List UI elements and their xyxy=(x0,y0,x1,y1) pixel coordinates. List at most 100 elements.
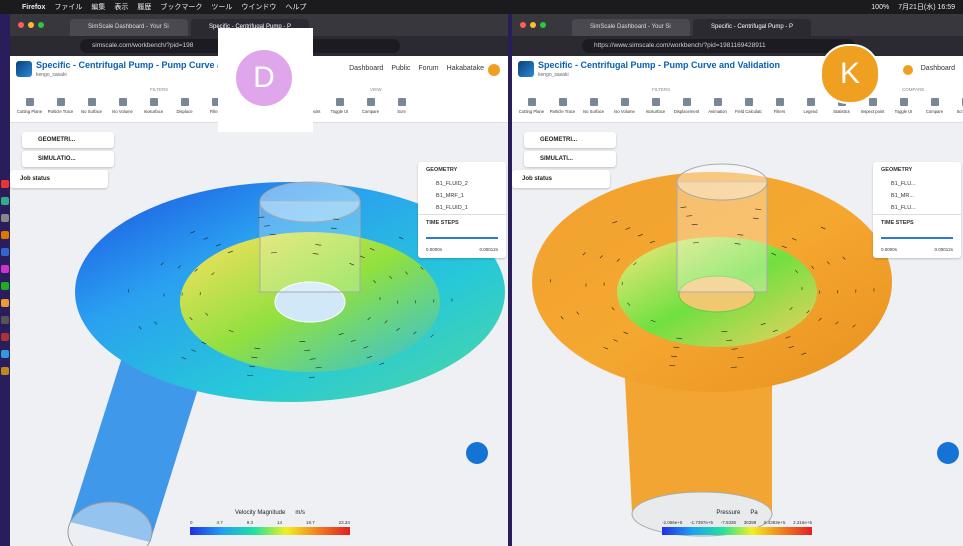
window-button[interactable] xyxy=(18,22,24,28)
panel-heading[interactable]: TIME STEPS xyxy=(873,214,961,231)
tool-button[interactable]: Statistics xyxy=(828,98,855,114)
tool-button[interactable]: Compare xyxy=(921,98,948,114)
dock-icon[interactable] xyxy=(1,197,9,205)
dock-icon[interactable] xyxy=(1,316,9,324)
menu-item[interactable]: 編集 xyxy=(91,4,106,11)
flow-arrow xyxy=(138,326,142,330)
tool-button[interactable]: Cutting Plane xyxy=(518,98,545,114)
tool-button[interactable]: Compare xyxy=(357,98,384,114)
job-status[interactable]: Job status xyxy=(10,170,108,188)
tool-button[interactable]: Screensh xyxy=(952,98,963,114)
model-view[interactable] xyxy=(10,122,508,546)
tool-button[interactable]: Inspect point xyxy=(859,98,886,114)
tool-button[interactable]: Particle Trace xyxy=(47,98,74,114)
legend-field[interactable]: Velocity Magnitude xyxy=(234,510,286,516)
tool-button[interactable]: Iso Surface xyxy=(580,98,607,114)
menu-item[interactable]: ファイル xyxy=(54,4,83,11)
geometry-item[interactable]: B1_MRF_1 xyxy=(436,193,464,199)
legend-unit[interactable]: m/s xyxy=(295,510,306,516)
tree-item[interactable]: GEOMETRI... xyxy=(22,132,114,148)
model-view[interactable] xyxy=(512,122,963,546)
group-label: COMPARE xyxy=(902,87,925,92)
project-title[interactable]: Specific - Centrifugal Pump - Pump Curve… xyxy=(538,60,781,70)
tool-button[interactable]: Displacement xyxy=(673,98,700,114)
tool-button[interactable]: Isosurface xyxy=(642,98,669,114)
tool-button[interactable]: Filters xyxy=(766,98,793,114)
author[interactable]: kengo_sasaki xyxy=(538,72,569,78)
user-name[interactable]: Hakabatake xyxy=(446,65,484,72)
tool-button[interactable]: Toggle UI xyxy=(326,98,353,114)
menu-item[interactable]: 履歴 xyxy=(137,4,152,11)
dock-icon[interactable] xyxy=(1,282,9,290)
legend-unit[interactable]: Pa xyxy=(750,510,758,516)
tool-button[interactable]: Field Calculator xyxy=(735,98,762,114)
window-button[interactable] xyxy=(530,22,536,28)
legend-ticks: 0 4.7 9.3 14 18.7 23.34 xyxy=(190,520,350,525)
tree-item[interactable]: GEOMETRI... xyxy=(524,132,616,148)
dock-icon[interactable] xyxy=(1,214,9,222)
panel-heading[interactable]: GEOMETRY xyxy=(426,167,458,173)
dock-icon[interactable] xyxy=(1,180,9,188)
dock-icon[interactable] xyxy=(1,350,9,358)
tool-button[interactable]: Iso Surface xyxy=(78,98,105,114)
job-status[interactable]: Job status xyxy=(512,170,610,188)
tool-button[interactable]: Cutting Plane xyxy=(16,98,43,114)
url[interactable]: https://www.simscale.com/workbench/?pid=… xyxy=(582,39,855,53)
dock-icon[interactable] xyxy=(1,265,9,273)
tool-button[interactable]: Scre xyxy=(388,98,415,114)
menu-item[interactable]: ウインドウ xyxy=(241,4,277,11)
nav-link[interactable]: Public xyxy=(391,65,411,72)
dock-icon[interactable] xyxy=(1,367,9,375)
menu-item[interactable]: ブックマーク xyxy=(160,4,203,11)
flow-arrow xyxy=(669,364,676,367)
time-slider[interactable] xyxy=(881,237,953,239)
nav-link[interactable]: Forum xyxy=(418,65,439,72)
menu-item[interactable]: ヘルプ xyxy=(285,4,307,11)
nav-link[interactable]: Dashboard xyxy=(920,65,955,72)
dock-icon[interactable] xyxy=(1,231,9,239)
tool-button[interactable]: Displace xyxy=(171,98,198,114)
dock-icon[interactable] xyxy=(1,299,9,307)
tool-button[interactable]: Particle Trace xyxy=(549,98,576,114)
tool-button[interactable]: Iso Volume xyxy=(109,98,136,114)
tool-button[interactable]: Toggle UI xyxy=(890,98,917,114)
chat-button[interactable] xyxy=(466,442,488,464)
flow-arrow xyxy=(806,310,810,314)
geometry-item[interactable]: B1_MR... xyxy=(891,193,914,199)
tab[interactable]: Specific - Centrifugal Pump - P xyxy=(693,19,811,36)
geometry-item[interactable]: B1_FLUID_2 xyxy=(436,181,468,187)
tab[interactable]: SimScale Dashboard - Your Si xyxy=(572,19,690,36)
dock-icon[interactable] xyxy=(1,333,9,341)
window-button[interactable] xyxy=(520,22,526,28)
menu-item[interactable]: ツール xyxy=(211,4,233,11)
model-tree: GEOMETRI... SIMULATI... xyxy=(524,132,616,170)
flow-arrow xyxy=(801,352,807,355)
project-title[interactable]: Specific - Centrifugal Pump - Pump Curve… xyxy=(36,60,234,70)
panel-heading[interactable]: GEOMETRY xyxy=(881,167,913,173)
tool-button[interactable]: Filters xyxy=(202,98,229,114)
window-button[interactable] xyxy=(540,22,546,28)
tree-item[interactable]: SIMULATI... xyxy=(524,151,616,167)
window-button[interactable] xyxy=(28,22,34,28)
tool-button[interactable]: Legend xyxy=(797,98,824,114)
dock-icon[interactable] xyxy=(1,248,9,256)
time-slider[interactable] xyxy=(426,237,498,239)
author[interactable]: kengo_sasaki xyxy=(36,72,67,78)
geometry-item[interactable]: B1_FLU... xyxy=(891,181,916,187)
tool-button[interactable]: Iso Volume xyxy=(611,98,638,114)
geometry-item[interactable]: B1_FLUID_1 xyxy=(436,205,468,211)
chat-button[interactable] xyxy=(937,442,959,464)
window-button[interactable] xyxy=(38,22,44,28)
user-icon xyxy=(902,65,913,75)
menu-item[interactable]: Firefox xyxy=(22,3,46,11)
nav-link[interactable]: Dashboard xyxy=(349,65,384,72)
geometry-item[interactable]: B1_FLU... xyxy=(891,205,916,211)
legend-field[interactable]: Pressure xyxy=(716,510,741,516)
tool-button[interactable]: Isosurface xyxy=(140,98,167,114)
flow-arrow xyxy=(249,365,255,368)
tab[interactable]: SimScale Dashboard - Your Si xyxy=(70,19,188,36)
panel-heading[interactable]: TIME STEPS xyxy=(418,214,506,231)
menu-item[interactable]: 表示 xyxy=(114,4,129,11)
tool-button[interactable]: Animation xyxy=(704,98,731,114)
tree-item[interactable]: SIMULATIO... xyxy=(22,151,114,167)
